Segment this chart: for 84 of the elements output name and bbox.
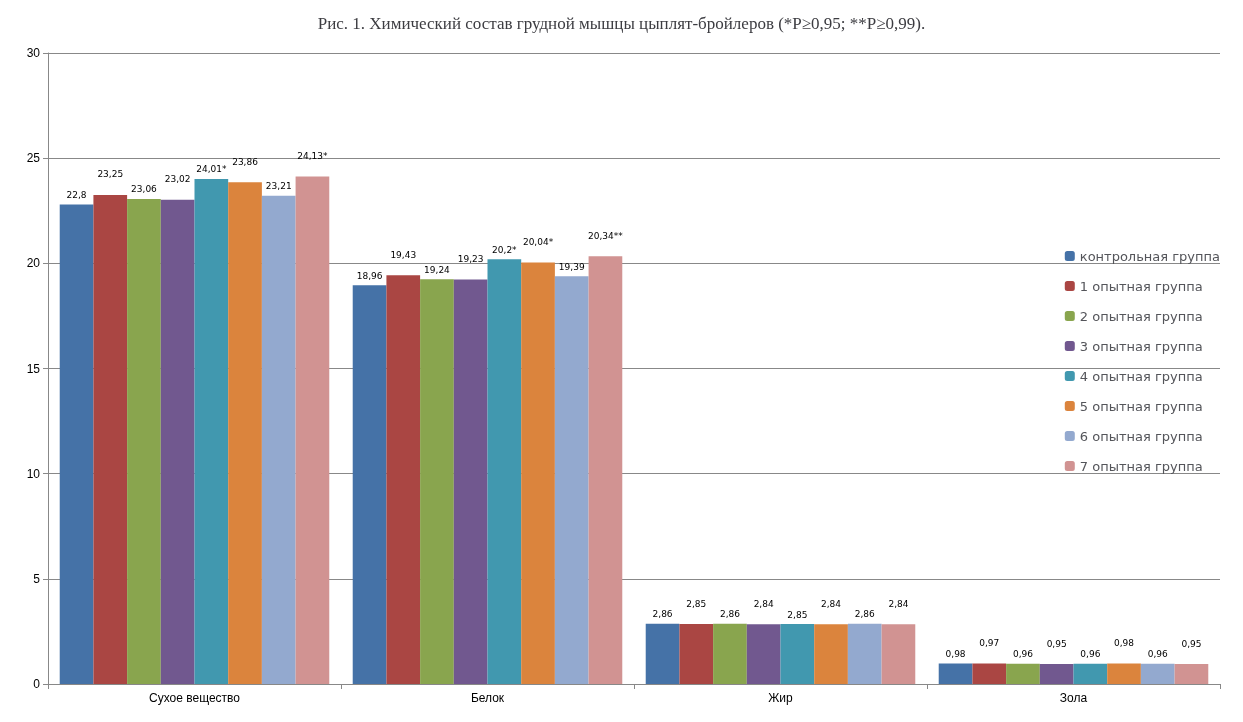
data-label: 0,96 (1147, 649, 1169, 660)
bar (679, 624, 714, 684)
data-label: 23,06 (131, 184, 158, 195)
bar (59, 204, 94, 684)
y-tick-label: 20 (26, 256, 41, 271)
bar (746, 624, 781, 684)
bar (1107, 663, 1141, 684)
data-label: 2,86 (719, 609, 741, 620)
legend-label: 6 опытная группа (1079, 428, 1203, 444)
data-label: 0,98 (1114, 637, 1135, 648)
bar (386, 275, 421, 684)
legend-label: 2 опытная группа (1079, 308, 1203, 324)
bar (487, 259, 522, 684)
legend-label: 7 опытная группа (1079, 458, 1203, 474)
legend-label: контрольная группа (1079, 248, 1221, 264)
bar (1174, 664, 1209, 684)
bar (814, 624, 848, 684)
bar (938, 663, 973, 684)
data-label: 20,2* (492, 244, 518, 255)
bar (1140, 663, 1175, 684)
data-label: 19,23 (457, 254, 484, 265)
bar (261, 195, 296, 684)
bar (713, 623, 747, 684)
bar (972, 663, 1007, 684)
bar (521, 262, 555, 684)
data-label: 23,02 (164, 174, 191, 185)
y-tick-label: 10 (26, 466, 41, 481)
y-tick-label: 15 (26, 361, 41, 376)
bar (1039, 664, 1074, 684)
legend-label: 5 опытная группа (1079, 398, 1203, 414)
data-label: 0,96 (1080, 649, 1101, 660)
bar (453, 279, 488, 684)
x-tick-label: Жир (768, 691, 794, 705)
bar (588, 256, 623, 684)
data-label: 0,95 (1046, 638, 1067, 649)
bar (228, 182, 262, 684)
bar (352, 285, 387, 684)
bar (1073, 663, 1108, 684)
data-label: 22,8 (66, 189, 87, 200)
data-label: 0,95 (1181, 638, 1202, 649)
data-label: 20,04* (522, 236, 554, 247)
x-tick-label: Зола (1059, 691, 1088, 705)
data-label: 19,39 (558, 261, 585, 272)
chart-title: Рис. 1. Химический состав грудной мышцы цыплят-бройлеров (*Р≥0,95; **Р≥0,99). (317, 14, 926, 33)
y-tick-label: 5 (33, 571, 41, 586)
data-label: 20,34** (588, 230, 624, 241)
data-label: 2,86 (652, 609, 673, 620)
data-label: 2,86 (854, 609, 876, 620)
bar (420, 279, 454, 684)
data-label: 2,85 (787, 609, 808, 620)
bar (847, 623, 882, 684)
data-label: 24,13* (297, 150, 329, 161)
data-label: 0,97 (979, 638, 1000, 649)
legend-label: 3 опытная группа (1079, 338, 1203, 354)
data-label: 2,85 (686, 598, 707, 609)
bar (93, 194, 128, 684)
bar (160, 199, 195, 684)
x-tick-label: Белок (470, 691, 505, 705)
data-label: 0,98 (945, 648, 966, 659)
bar (1006, 663, 1040, 684)
data-label: 24,01* (196, 164, 227, 175)
bar (194, 178, 229, 684)
bar (645, 623, 680, 684)
legend-label: 1 опытная группа (1079, 278, 1203, 294)
data-label: 19,43 (390, 249, 417, 260)
bar (127, 198, 161, 684)
bar (295, 176, 330, 684)
bar (554, 276, 589, 684)
data-label: 23,21 (265, 181, 292, 192)
data-label: 2,84 (888, 598, 909, 609)
legend-label: 4 опытная группа (1079, 368, 1203, 384)
data-label: 0,96 (1012, 649, 1034, 660)
data-label: 18,96 (356, 270, 383, 281)
x-tick-label: Сухое вещество (149, 691, 241, 705)
data-label: 2,84 (821, 598, 842, 609)
data-label: 23,25 (97, 169, 124, 180)
bar (881, 624, 916, 684)
y-tick-label: 0 (33, 677, 41, 691)
data-label: 2,84 (753, 598, 774, 609)
bar (780, 624, 815, 684)
y-tick-label: 25 (26, 151, 41, 166)
data-label: 23,86 (232, 156, 259, 167)
data-label: 19,24 (424, 264, 451, 275)
y-tick-label: 30 (26, 46, 41, 60)
